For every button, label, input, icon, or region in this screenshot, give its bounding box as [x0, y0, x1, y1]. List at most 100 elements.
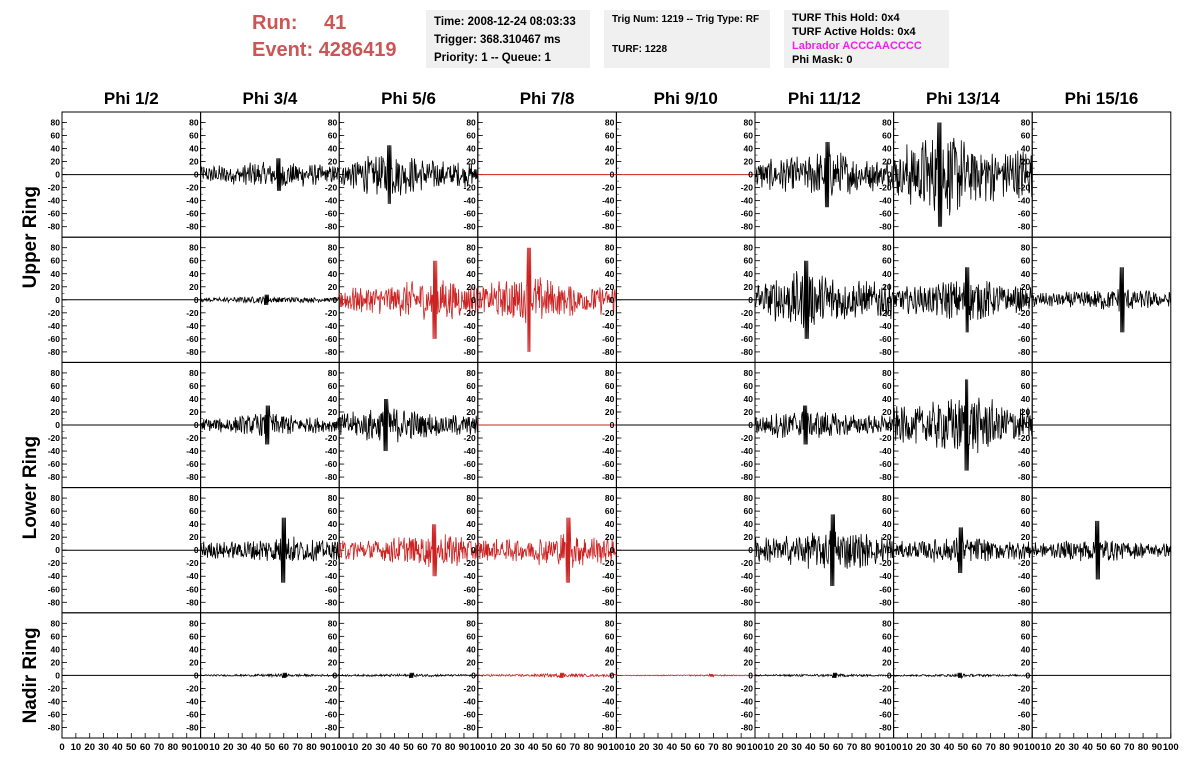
y-tick-label: -20 [879, 183, 892, 193]
x-tick-label: 10 [209, 742, 220, 753]
y-tick-label: 80 [605, 493, 615, 503]
y-tick-label: -80 [602, 722, 615, 732]
y-tick-label: -60 [602, 334, 615, 344]
x-tick-label: 80 [999, 742, 1010, 753]
ring-label: Upper Ring [20, 186, 41, 288]
x-tick-label: 0 [59, 742, 64, 753]
y-tick-label: -40 [325, 571, 338, 581]
y-tick-label: 0 [610, 420, 615, 430]
y-tick-label: 80 [328, 493, 338, 503]
y-tick-label: 20 [605, 532, 615, 542]
y-tick-label: -60 [464, 334, 477, 344]
y-tick-label: 40 [328, 269, 338, 279]
x-tick-label: 70 [1124, 742, 1135, 753]
y-tick-label: 20 [328, 282, 338, 292]
y-tick-label: 20 [466, 657, 476, 667]
y-tick-label: 40 [605, 394, 615, 404]
x-tick-label: 90 [459, 742, 470, 753]
x-tick-label: 50 [265, 742, 276, 753]
x-tick-label: 10 [348, 742, 359, 753]
waveform-trace [477, 247, 617, 352]
y-tick-label: -40 [48, 696, 61, 706]
y-tick-label: 80 [466, 118, 476, 128]
x-tick-label: 70 [570, 742, 581, 753]
y-tick-label: -60 [464, 209, 477, 219]
x-tick-label: 50 [958, 742, 969, 753]
x-tick-label: 50 [542, 742, 553, 753]
y-tick-label: 80 [605, 618, 615, 628]
y-tick-label: 20 [744, 407, 754, 417]
y-tick-label: 60 [189, 506, 199, 516]
y-tick-label: 60 [744, 131, 754, 141]
waveform-trace [200, 158, 340, 191]
x-tick-label: 80 [722, 742, 733, 753]
y-tick-label: 0 [887, 545, 892, 555]
y-tick-label: 0 [748, 170, 753, 180]
y-tick-label: 0 [194, 295, 199, 305]
y-tick-label: 80 [1021, 118, 1031, 128]
y-tick-label: 80 [328, 618, 338, 628]
y-tick-label: 0 [1025, 170, 1030, 180]
x-tick-label: 40 [944, 742, 955, 753]
y-tick-label: -80 [464, 722, 477, 732]
y-tick-label: -60 [464, 459, 477, 469]
y-tick-label: -60 [48, 584, 61, 594]
y-tick-label: -40 [741, 196, 754, 206]
y-tick-label: -20 [879, 558, 892, 568]
y-tick-label: -20 [602, 683, 615, 693]
y-tick-label: -20 [464, 683, 477, 693]
y-tick-label: 40 [882, 519, 892, 529]
y-tick-label: -80 [325, 472, 338, 482]
y-tick-label: 40 [605, 269, 615, 279]
x-tick-label: 30 [1068, 742, 1079, 753]
y-tick-label: -60 [741, 459, 754, 469]
y-tick-label: -40 [602, 446, 615, 456]
y-tick-label: 20 [51, 657, 61, 667]
y-tick-label: 80 [466, 368, 476, 378]
y-tick-label: -60 [1018, 459, 1031, 469]
y-tick-label: 60 [51, 631, 61, 641]
y-tick-label: 60 [744, 631, 754, 641]
x-tick-label: 60 [417, 742, 428, 753]
y-tick-label: 20 [51, 157, 61, 167]
time-info-box: Time: 2008-12-24 08:03:33 Trigger: 368.3… [426, 10, 590, 68]
waveform-trace [338, 260, 479, 339]
y-tick-label: 40 [328, 144, 338, 154]
y-tick-label: 80 [1021, 368, 1031, 378]
x-tick-label: 80 [583, 742, 594, 753]
y-tick-label: -80 [48, 722, 61, 732]
x-tick-label: 60 [556, 742, 567, 753]
y-tick-label: -20 [1018, 308, 1031, 318]
y-tick-label: -80 [1018, 222, 1031, 232]
y-tick-label: -20 [48, 308, 61, 318]
priority-text: Priority: 1 -- Queue: 1 [434, 52, 551, 64]
y-tick-label: 20 [51, 282, 61, 292]
y-tick-label: -80 [879, 347, 892, 357]
x-tick-label: 60 [694, 742, 705, 753]
y-tick-label: 80 [189, 243, 199, 253]
y-tick-label: -80 [1018, 722, 1031, 732]
y-tick-label: 80 [1021, 618, 1031, 628]
y-tick-label: 20 [1021, 282, 1031, 292]
y-tick-label: -20 [602, 308, 615, 318]
y-tick-label: 40 [1021, 519, 1031, 529]
y-tick-label: -20 [602, 558, 615, 568]
y-tick-label: 20 [328, 157, 338, 167]
y-tick-label: 80 [466, 493, 476, 503]
y-tick-label: 20 [189, 407, 199, 417]
y-tick-label: -60 [186, 459, 199, 469]
y-tick-label: -20 [48, 558, 61, 568]
y-tick-label: 60 [1021, 131, 1031, 141]
y-tick-label: 20 [882, 532, 892, 542]
y-tick-label: 60 [605, 131, 615, 141]
y-tick-label: -20 [741, 308, 754, 318]
x-tick-label: 100 [1024, 742, 1040, 753]
y-tick-label: 20 [189, 157, 199, 167]
x-tick-label: 20 [639, 742, 650, 753]
y-tick-label: -60 [325, 334, 338, 344]
waveform-trace [893, 527, 1033, 574]
y-tick-label: 20 [189, 282, 199, 292]
y-tick-label: 40 [744, 644, 754, 654]
y-tick-label: 20 [882, 657, 892, 667]
x-tick-label: 40 [805, 742, 816, 753]
